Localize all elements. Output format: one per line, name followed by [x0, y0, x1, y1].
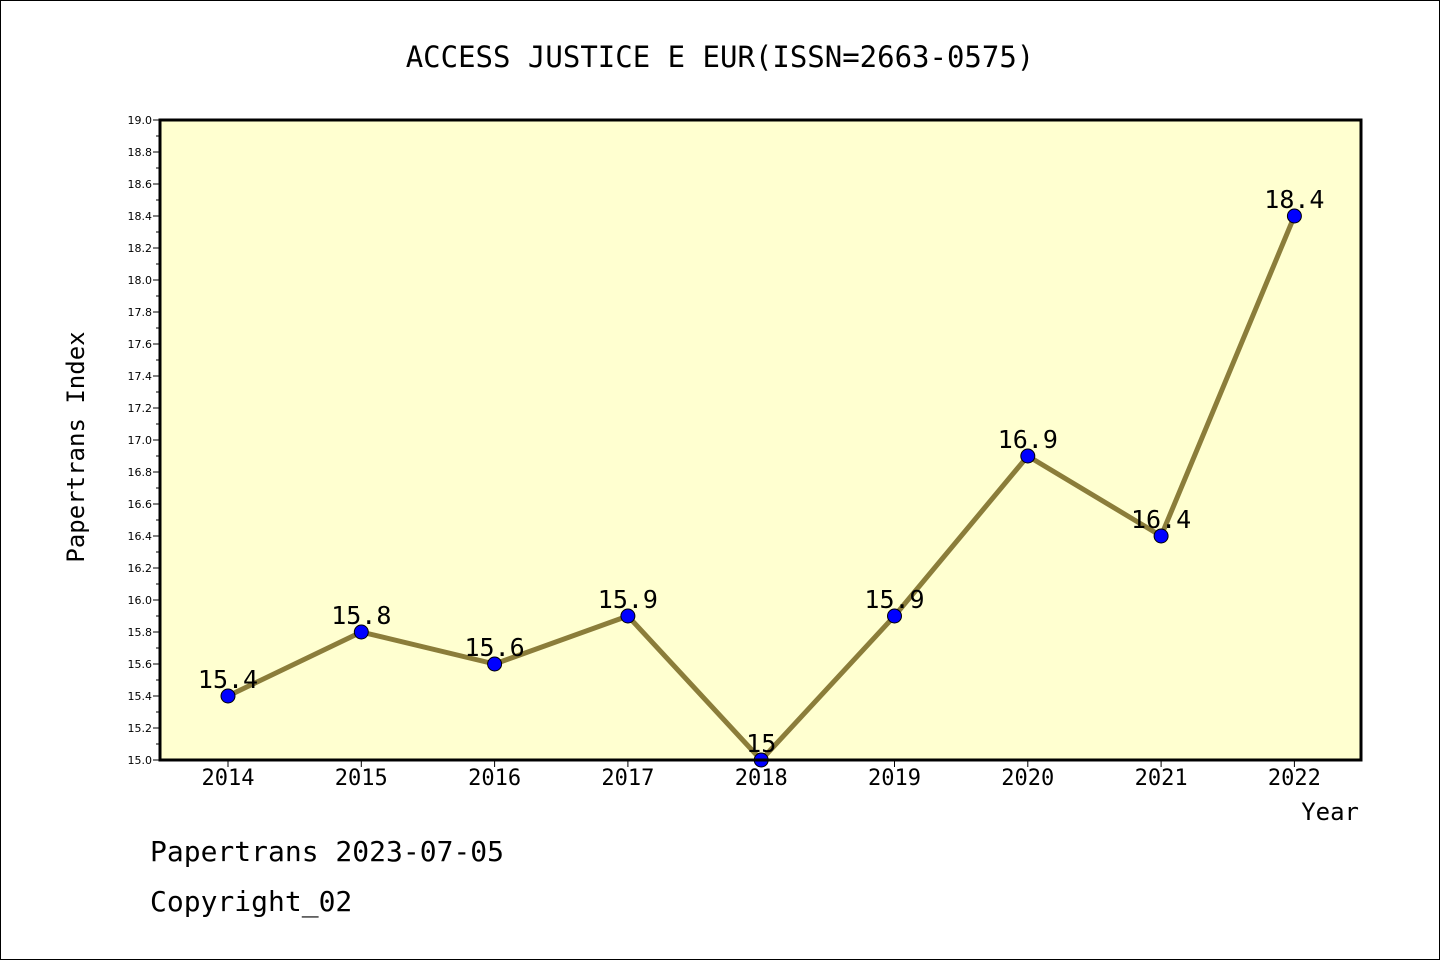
data-markers — [220, 208, 1302, 768]
data-label: 15.9 — [864, 585, 924, 614]
data-label: 15 — [746, 729, 776, 758]
x-tick-label: 2019 — [868, 766, 921, 791]
data-point-marker — [353, 624, 369, 640]
x-tick-label: 2022 — [1268, 766, 1321, 791]
x-tick-label: 2014 — [202, 766, 255, 791]
y-tick-label: 16.2 — [128, 562, 153, 575]
y-tick-label: 16.4 — [128, 530, 153, 543]
y-axis-ticks: 15.0 15.2 15.4 15.6 15.8 16.0 16.2 16.4 16.6 16.8… — [128, 114, 160, 767]
data-labels: 15.4 15.8 15.6 15.9 15 15.9 16.9 16.4 18.4 — [198, 185, 1325, 758]
y-tick-label: 17.2 — [128, 402, 153, 415]
plot-border — [158, 118, 1363, 762]
data-point-marker — [887, 608, 902, 624]
y-tick-label: 15.0 — [128, 754, 153, 767]
data-label: 18.4 — [1264, 185, 1324, 214]
footer-copyright: Copyright_02 — [150, 885, 353, 918]
y-tick-label: 16.0 — [128, 594, 153, 607]
data-label: 15.8 — [331, 601, 391, 630]
data-point-marker — [1153, 528, 1169, 544]
data-label: 15.4 — [198, 665, 258, 694]
y-tick-label: 18.0 — [128, 274, 153, 287]
y-tick-label: 17.0 — [128, 434, 153, 447]
y-tick-label: 18.6 — [128, 178, 153, 191]
y-tick-label: 18.8 — [128, 146, 153, 159]
x-tick-label: 2018 — [735, 766, 788, 791]
data-point-marker — [220, 688, 236, 704]
x-tick-label: 2017 — [601, 766, 654, 791]
data-label: 15.6 — [464, 633, 524, 662]
data-point-marker — [1286, 208, 1302, 224]
data-label: 16.4 — [1131, 505, 1191, 534]
y-tick-label: 15.2 — [128, 722, 153, 735]
y-tick-label: 18.2 — [128, 242, 153, 255]
plot-area — [160, 120, 1361, 760]
y-tick-label: 17.6 — [128, 338, 153, 351]
data-point-marker — [620, 608, 636, 624]
x-tick-label: 2021 — [1135, 766, 1188, 791]
data-label: 16.9 — [998, 425, 1058, 454]
data-point-marker — [487, 656, 503, 672]
y-tick-label: 16.6 — [128, 498, 153, 511]
y-tick-label: 18.4 — [128, 210, 153, 223]
data-point-marker — [1020, 448, 1036, 464]
y-tick-label: 19.0 — [128, 114, 153, 127]
y-axis-label: Papertrans Index — [62, 331, 90, 562]
y-tick-label: 17.8 — [128, 306, 153, 319]
x-tick-label: 2015 — [335, 766, 388, 791]
x-axis-label: Year — [1301, 798, 1359, 826]
chart-title: ACCESS JUSTICE E EUR(ISSN=2663-0575) — [406, 40, 1035, 74]
y-tick-label: 15.6 — [128, 658, 153, 671]
data-label: 15.9 — [598, 585, 658, 614]
y-tick-label: 17.4 — [128, 370, 153, 383]
footer-date: Papertrans 2023-07-05 — [150, 835, 505, 868]
x-tick-label: 2016 — [468, 766, 521, 791]
x-tick-label: 2020 — [1001, 766, 1054, 791]
y-tick-label: 16.8 — [128, 466, 153, 479]
x-axis-ticks: 2014 2015 2016 2017 2018 2019 2020 2021 2022 — [202, 760, 1321, 791]
y-tick-label: 15.8 — [128, 626, 153, 639]
y-tick-label: 15.4 — [128, 690, 153, 703]
